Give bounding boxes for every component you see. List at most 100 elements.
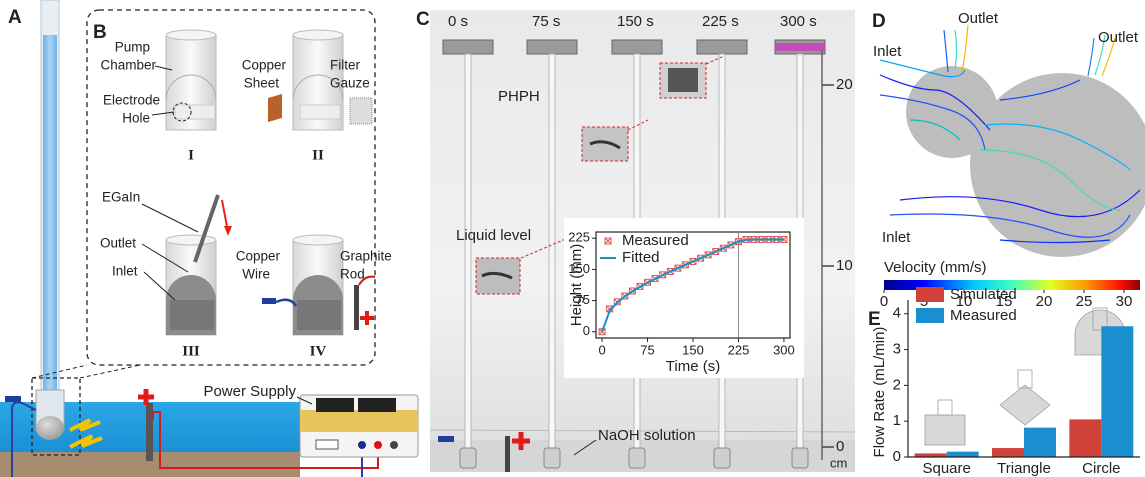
power-supply	[300, 395, 418, 457]
legend-label: Measured	[950, 307, 1017, 324]
y-tick-label: 2	[893, 376, 901, 393]
tube-cap	[527, 40, 577, 54]
callout: Graphite	[340, 249, 392, 264]
shape-sketches-part	[938, 400, 952, 415]
cylinder-ii-part	[300, 105, 340, 119]
tube	[549, 54, 555, 450]
cylinder-ii-part	[350, 98, 372, 124]
cylinder-i-part	[166, 30, 216, 40]
minus-sign	[5, 396, 21, 402]
streamlines-part	[1088, 38, 1094, 76]
streamlines-part	[944, 30, 948, 72]
cylinder-i	[166, 30, 216, 130]
ruler-label: 0	[836, 438, 844, 455]
callout: Inlet	[112, 264, 138, 279]
panel-label: B	[93, 22, 107, 43]
phph-pink	[775, 43, 825, 51]
ruler-label: 20	[836, 76, 853, 93]
time-label: 0 s	[448, 13, 468, 30]
tube	[465, 54, 471, 450]
power-supply-part	[358, 441, 366, 449]
callout: Wire	[242, 267, 270, 282]
legend-swatch	[916, 287, 944, 302]
tube-base	[714, 448, 730, 468]
y-axis-label: Flow Rate (mL/min)	[871, 327, 888, 458]
x-tick-label: Square	[922, 460, 970, 477]
y-tick-label: 225	[568, 230, 590, 245]
y-tick-label: 4	[893, 305, 901, 322]
x-tick-label: 75	[640, 342, 654, 357]
inlet-label: Inlet	[873, 43, 902, 60]
graphite-rod	[505, 436, 510, 472]
x-tick-label: Circle	[1082, 460, 1120, 477]
panel-d: D Outlet Outlet Inlet Inlet Velocity (mm…	[872, 10, 1145, 310]
outlet-label: Outlet	[1098, 29, 1139, 46]
callout: Gauze	[330, 76, 370, 91]
cylinder-iv-part	[297, 300, 341, 330]
outlet-label: Outlet	[958, 10, 999, 27]
bar	[992, 448, 1024, 457]
callout: Rod	[340, 267, 365, 282]
power-supply-part	[374, 441, 382, 449]
callout: Copper	[236, 249, 281, 264]
bar	[1101, 326, 1133, 457]
panel-b: B	[87, 10, 392, 365]
time-label: 300 s	[780, 13, 817, 30]
cylinder-iv-part	[262, 298, 276, 304]
minus-sign	[438, 436, 454, 442]
streamlines-part	[962, 25, 968, 72]
y-tick-label: 3	[893, 341, 901, 358]
ruler-unit: cm	[830, 455, 847, 470]
naoh-label: NaOH solution	[598, 427, 696, 444]
pump-ball	[36, 416, 64, 440]
tube-cap	[443, 40, 493, 54]
colorbar-label: 0	[880, 293, 888, 310]
time-label: 225 s	[702, 13, 739, 30]
time-label: 75 s	[532, 13, 560, 30]
callout: Pump	[115, 40, 150, 55]
step-numeral: I	[188, 147, 194, 163]
inlet-label: Inlet	[882, 229, 911, 246]
callout: EGaIn	[102, 190, 140, 205]
shape-sketches-part	[1000, 385, 1050, 425]
callout: Outlet	[100, 236, 136, 251]
colorbar-label: 25	[1076, 293, 1093, 310]
cylinder-iv-part	[293, 235, 343, 245]
zoom-line	[80, 365, 140, 378]
step-numeral: IV	[310, 343, 327, 359]
y-tick-label: 1	[893, 412, 901, 429]
cylinder-iii-part	[166, 235, 216, 245]
tube-liquid	[43, 35, 57, 395]
x-tick-label: 0	[598, 342, 605, 357]
legend-swatch	[916, 308, 944, 323]
zoom-thumbnails-part	[582, 127, 628, 161]
callout: Electrode	[103, 93, 160, 108]
step-numeral: III	[182, 343, 200, 359]
power-supply-part	[390, 441, 398, 449]
tube-cap	[697, 40, 747, 54]
cylinder-i-part	[175, 105, 215, 119]
bar	[1069, 419, 1101, 457]
callout: Filter	[330, 58, 361, 73]
graphite-rod	[146, 403, 153, 461]
callout: Sheet	[244, 76, 280, 91]
phph-label: PHPH	[498, 88, 540, 105]
x-tick-label: Triangle	[997, 460, 1051, 477]
streamlines-part	[955, 30, 957, 70]
callout: Chamber	[100, 58, 156, 73]
legend-label: Fitted	[622, 249, 660, 266]
x-tick-label: 300	[773, 342, 795, 357]
power-supply-label: Power Supply	[203, 383, 296, 400]
x-tick-label: 150	[682, 342, 704, 357]
legend-label: Simulated	[950, 286, 1017, 303]
zoom-thumbnails-part	[668, 68, 698, 92]
power-supply-part	[300, 410, 418, 432]
power-supply-part	[358, 398, 396, 412]
cylinder-iii-part	[170, 300, 214, 330]
step-numeral: II	[312, 147, 324, 163]
panel-label: D	[872, 11, 886, 32]
x-tick-label: 225	[728, 342, 750, 357]
tube-base	[629, 448, 645, 468]
y-axis-label: Height (mm)	[568, 244, 585, 327]
